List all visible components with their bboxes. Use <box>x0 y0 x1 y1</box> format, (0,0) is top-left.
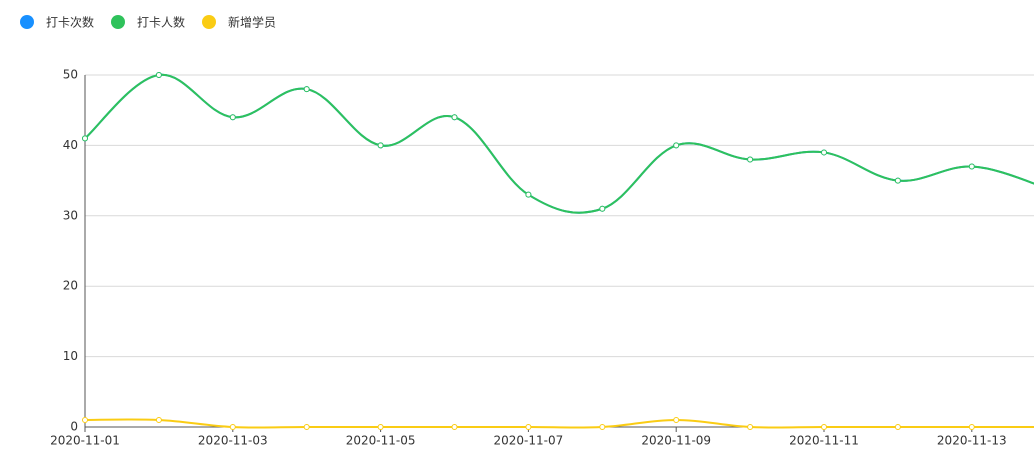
data-point <box>599 424 606 430</box>
y-tick-label: 0 <box>70 420 78 434</box>
x-tick-label: 2020-11-11 <box>789 434 859 448</box>
y-tick-label: 30 <box>63 208 78 222</box>
data-point <box>229 114 236 121</box>
data-point <box>821 424 827 430</box>
data-point <box>894 177 901 184</box>
plot-area <box>82 72 1034 430</box>
data-point <box>747 156 754 163</box>
data-point <box>377 142 384 149</box>
x-tick-label: 2020-11-09 <box>641 434 711 448</box>
y-tick-label: 50 <box>63 68 78 82</box>
x-tick-label: 2020-11-13 <box>937 434 1007 448</box>
data-point <box>377 424 384 430</box>
series-line <box>84 418 1034 429</box>
series-line <box>84 73 1034 214</box>
data-point <box>451 424 458 430</box>
data-point <box>747 424 754 430</box>
y-tick-label: 20 <box>63 279 78 293</box>
x-tick-label: 2020-11-07 <box>494 434 564 448</box>
data-point <box>673 142 680 149</box>
y-tick-label: 40 <box>63 138 78 152</box>
data-point <box>82 135 88 142</box>
data-point <box>229 424 236 430</box>
data-point <box>968 163 975 170</box>
x-tick-label: 2020-11-05 <box>346 434 416 448</box>
y-tick-label: 10 <box>63 349 78 363</box>
legend-label: 打卡次数 <box>46 15 94 30</box>
data-point <box>155 416 162 423</box>
data-point <box>451 114 458 121</box>
data-point <box>673 416 680 423</box>
data-point <box>821 149 827 156</box>
data-point <box>155 72 162 78</box>
data-point <box>894 424 901 430</box>
legend-swatch <box>202 15 216 29</box>
data-point <box>525 424 532 430</box>
data-point <box>303 86 310 93</box>
legend-swatch <box>111 15 125 29</box>
legend-label: 新增学员 <box>228 15 276 30</box>
legend-label: 打卡人数 <box>137 15 185 30</box>
legend-swatch <box>20 15 34 29</box>
data-point <box>82 416 88 423</box>
data-point <box>303 424 310 430</box>
data-point <box>525 191 532 198</box>
x-tick-label: 2020-11-01 <box>50 434 120 448</box>
x-tick-label: 2020-11-03 <box>198 434 268 448</box>
series-line <box>84 73 1034 214</box>
data-point <box>599 205 606 212</box>
data-point <box>968 424 975 430</box>
